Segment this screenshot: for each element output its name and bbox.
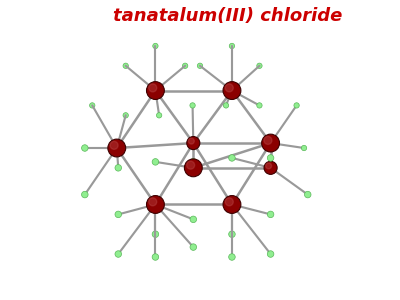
Circle shape [123,63,128,68]
Circle shape [82,191,88,198]
Circle shape [152,159,159,165]
Circle shape [267,211,274,218]
Circle shape [229,254,235,260]
Circle shape [257,103,262,108]
Circle shape [262,134,280,152]
Circle shape [187,161,195,169]
Text: tanatalum(III) chloride: tanatalum(III) chloride [113,7,343,25]
Circle shape [82,145,88,151]
Circle shape [146,82,164,100]
Circle shape [146,196,164,213]
Circle shape [223,196,241,213]
Circle shape [190,216,196,223]
Circle shape [267,251,274,257]
Circle shape [267,155,274,161]
Circle shape [225,198,233,206]
Circle shape [223,82,241,100]
Circle shape [108,139,126,157]
Circle shape [304,191,311,198]
Circle shape [110,141,118,149]
Circle shape [188,138,194,144]
Circle shape [90,103,95,108]
Circle shape [152,254,159,260]
Circle shape [223,103,229,108]
Circle shape [264,161,277,174]
Circle shape [149,198,157,206]
Circle shape [115,211,122,218]
Circle shape [257,63,262,68]
Circle shape [294,103,299,108]
Circle shape [197,63,203,68]
Circle shape [229,155,235,161]
Circle shape [190,103,195,108]
Circle shape [225,84,233,92]
Circle shape [266,163,272,169]
Circle shape [184,159,202,177]
Circle shape [229,231,235,238]
Circle shape [264,136,272,144]
Circle shape [149,84,157,92]
Circle shape [156,112,162,118]
Circle shape [187,136,200,150]
Circle shape [190,244,196,250]
Circle shape [152,231,159,238]
Circle shape [301,145,307,151]
Circle shape [190,159,196,165]
Circle shape [153,43,158,49]
Circle shape [229,43,235,49]
Circle shape [115,251,122,257]
Circle shape [115,165,122,171]
Circle shape [182,63,188,68]
Circle shape [123,112,128,118]
